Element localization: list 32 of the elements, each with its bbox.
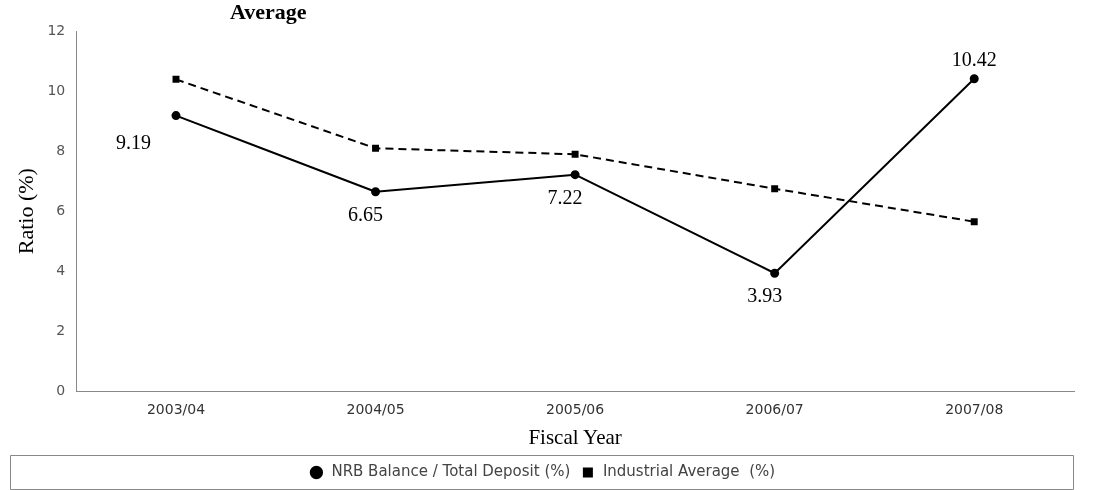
y-tick-label: 0 — [56, 381, 66, 398]
x-tick-label: 2006/07 — [745, 401, 804, 418]
legend-label: Industrial Average (%) — [602, 462, 776, 481]
y-tick-label: 6 — [56, 201, 66, 218]
x-tick-label: 2005/06 — [546, 401, 605, 418]
point — [570, 170, 580, 180]
y-tick-label: 10 — [47, 81, 66, 98]
y-axis-title: Ratio (%) — [12, 168, 38, 255]
x-axis-title: Fiscal Year — [528, 424, 622, 449]
legend-label: NRB Balance / Total Deposit (%) — [331, 462, 571, 481]
data-label: 9.19 — [115, 130, 151, 153]
point — [171, 111, 181, 121]
point — [371, 187, 381, 197]
y-tick-label: 8 — [56, 141, 66, 158]
point — [770, 268, 780, 278]
point — [969, 74, 979, 84]
x-tick-label: 2003/04 — [146, 401, 206, 418]
y-tick-label: 4 — [56, 261, 66, 278]
point — [571, 150, 579, 158]
point — [771, 185, 779, 193]
x-tick-label: 2004/05 — [346, 401, 405, 418]
data-label: 10.42 — [951, 48, 997, 70]
point — [372, 144, 380, 152]
y-tick-label: 12 — [47, 22, 66, 39]
data-label: 7.22 — [547, 185, 583, 208]
x-tick-label: 2007/08 — [945, 401, 1004, 418]
point — [970, 218, 978, 226]
data-label: 3.93 — [747, 284, 783, 307]
point — [172, 75, 180, 83]
data-label: 6.65 — [348, 202, 384, 225]
y-tick-label: 2 — [56, 321, 66, 338]
chart-title: Average — [230, 0, 307, 24]
